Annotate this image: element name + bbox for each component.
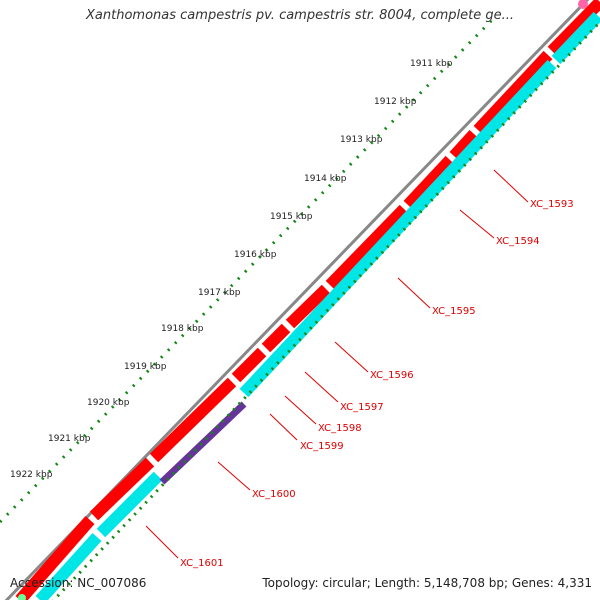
genome-summary: Topology: circular; Length: 5,148,708 bp… xyxy=(262,576,592,590)
forward-gene-i[interactable] xyxy=(449,129,479,161)
gene-callout-line xyxy=(217,461,251,491)
forward-gene-e[interactable] xyxy=(261,323,291,353)
gene-callout-line xyxy=(334,341,369,373)
ruler-label: 1912 kbp xyxy=(374,97,417,107)
forward-gene-k[interactable] xyxy=(547,0,600,56)
accession-label: Accession: NC_007086 xyxy=(10,576,147,590)
corner-feature-mark-bottom xyxy=(18,594,26,600)
ruler-label: 1911 kbp xyxy=(410,59,453,69)
reverse-gene-d[interactable] xyxy=(551,11,600,65)
gene-label[interactable]: XC_1594 xyxy=(496,236,540,247)
ruler-labels: 1911 kbp 1912 kbp 1913 kbp 1914 kbp 1915 kbp… xyxy=(10,59,453,480)
gene-callout-line xyxy=(269,413,298,441)
ruler-label: 1915 kbp xyxy=(270,212,313,222)
gene-label[interactable]: XC_1596 xyxy=(370,370,414,381)
gene-callouts: XC_1593 XC_1594 XC_1595 XC_1596 XC_1597 XC_15… xyxy=(145,169,574,569)
reverse-gene-a[interactable] xyxy=(35,532,102,600)
gene-label[interactable]: XC_1600 xyxy=(252,489,296,500)
ruler-label: 1920 kbp xyxy=(87,398,130,408)
forward-gene-c[interactable] xyxy=(149,377,237,463)
forward-gene-g[interactable] xyxy=(325,204,409,290)
ruler-label: 1918 kbp xyxy=(161,324,204,334)
reverse-strand-track xyxy=(35,11,600,600)
forward-gene-j[interactable] xyxy=(473,50,553,135)
highlighted-gene-xc-1600[interactable] xyxy=(159,401,247,485)
gene-callout-line xyxy=(493,169,529,203)
outer-ruler-ring xyxy=(0,18,494,524)
gene-callout-line xyxy=(304,371,339,403)
ruler-label: 1919 kbp xyxy=(124,362,167,372)
forward-gene-b[interactable] xyxy=(89,457,155,521)
forward-gene-f[interactable] xyxy=(285,284,331,329)
gene-label[interactable]: XC_1601 xyxy=(180,558,224,569)
gene-callout-line xyxy=(145,525,179,559)
forward-gene-d[interactable] xyxy=(231,347,267,383)
gene-callout-line xyxy=(459,209,495,239)
forward-strand-track xyxy=(15,0,600,600)
inner-tick-ring xyxy=(51,20,600,600)
ruler-label: 1916 kbp xyxy=(234,250,277,260)
ruler-label: 1922 kbp xyxy=(10,470,53,480)
forward-gene-h[interactable] xyxy=(403,155,455,210)
gene-label[interactable]: XC_1598 xyxy=(318,423,362,434)
map-title: Xanthomonas campestris pv. campestris st… xyxy=(86,8,514,23)
corner-feature-mark xyxy=(578,0,588,9)
forward-gene-a[interactable] xyxy=(15,516,95,600)
gene-label[interactable]: XC_1593 xyxy=(530,199,574,210)
ruler-label: 1921 kbp xyxy=(48,434,91,444)
gene-callout-line xyxy=(397,277,431,309)
reverse-gene-c[interactable] xyxy=(239,59,557,398)
gene-callout-line xyxy=(284,395,317,425)
gene-label[interactable]: XC_1597 xyxy=(340,402,384,413)
ruler-label: 1913 kbp xyxy=(340,135,383,145)
gene-label[interactable]: XC_1599 xyxy=(300,441,344,452)
ruler-label: 1914 kbp xyxy=(304,174,347,184)
reverse-gene-b[interactable] xyxy=(96,471,163,538)
gene-label[interactable]: XC_1595 xyxy=(432,306,476,317)
ruler-label: 1917 kbp xyxy=(198,288,241,298)
